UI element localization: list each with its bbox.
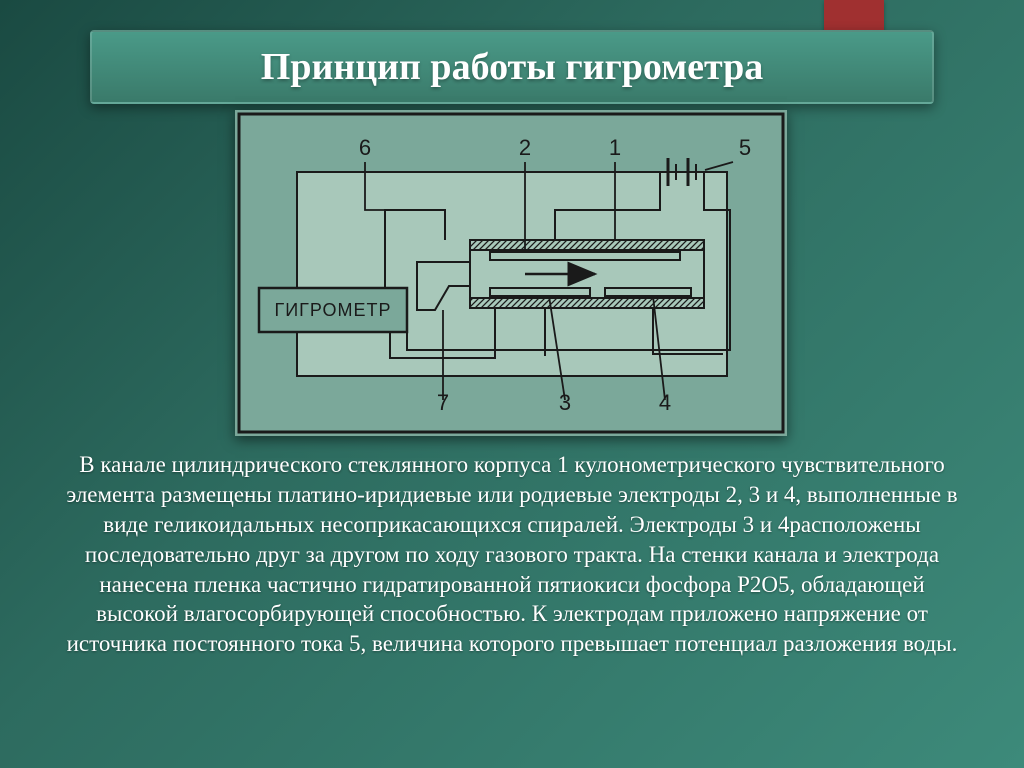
schematic-diagram: ГИГРОМЕТР 6 2 1 5 7 3 4 <box>235 110 787 436</box>
svg-text:2: 2 <box>519 135 531 160</box>
svg-text:4: 4 <box>659 390 671 415</box>
svg-text:5: 5 <box>739 135 751 160</box>
slide: Принцип работы гигрометра ГИГРОМЕТР 6 2 1 5 7… <box>0 0 1024 768</box>
title-bar: Принцип работы гигрометра <box>90 30 934 104</box>
description-text: В канале цилиндрического стеклянного кор… <box>60 450 964 659</box>
slide-title: Принцип работы гигрометра <box>261 45 763 89</box>
svg-text:6: 6 <box>359 135 371 160</box>
svg-text:3: 3 <box>559 390 571 415</box>
svg-text:ГИГРОМЕТР: ГИГРОМЕТР <box>274 300 391 320</box>
svg-text:7: 7 <box>437 390 449 415</box>
svg-text:1: 1 <box>609 135 621 160</box>
